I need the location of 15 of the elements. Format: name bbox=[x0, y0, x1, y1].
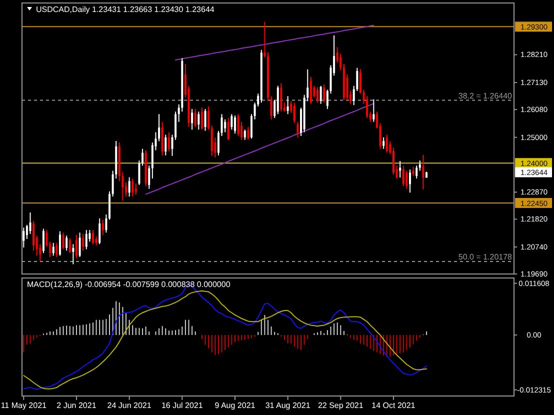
x-tick-label: 22 Sep 2021 bbox=[318, 401, 364, 410]
x-tick-label: 16 Jul 2021 bbox=[161, 401, 204, 410]
line-series bbox=[145, 103, 374, 195]
x-tick-label: 9 Aug 2021 bbox=[214, 401, 256, 410]
x-tick-label: 14 Oct 2021 bbox=[372, 401, 416, 410]
x-tick-label: 31 Aug 2021 bbox=[265, 401, 311, 410]
x-tick-label: 2 Jun 2021 bbox=[56, 401, 97, 410]
x-tick-label: 11 May 2021 bbox=[0, 401, 48, 410]
candlestick bbox=[264, 22, 266, 58]
line-series bbox=[175, 24, 374, 60]
ref-line-label: 38.2 = 1.26440 bbox=[458, 91, 513, 100]
ref-line-label: 50.0 = 1.20178 bbox=[458, 252, 513, 262]
x-tick-label: 24 Jun 2021 bbox=[107, 401, 152, 410]
chart-title: MACD(12,26,9) -0.006954 -0.007599 0.000838 0.000000 bbox=[27, 280, 231, 289]
chart-title: USDCAD,Daily 1.23431 1.23663 1.23430 1.23644 bbox=[36, 5, 215, 14]
